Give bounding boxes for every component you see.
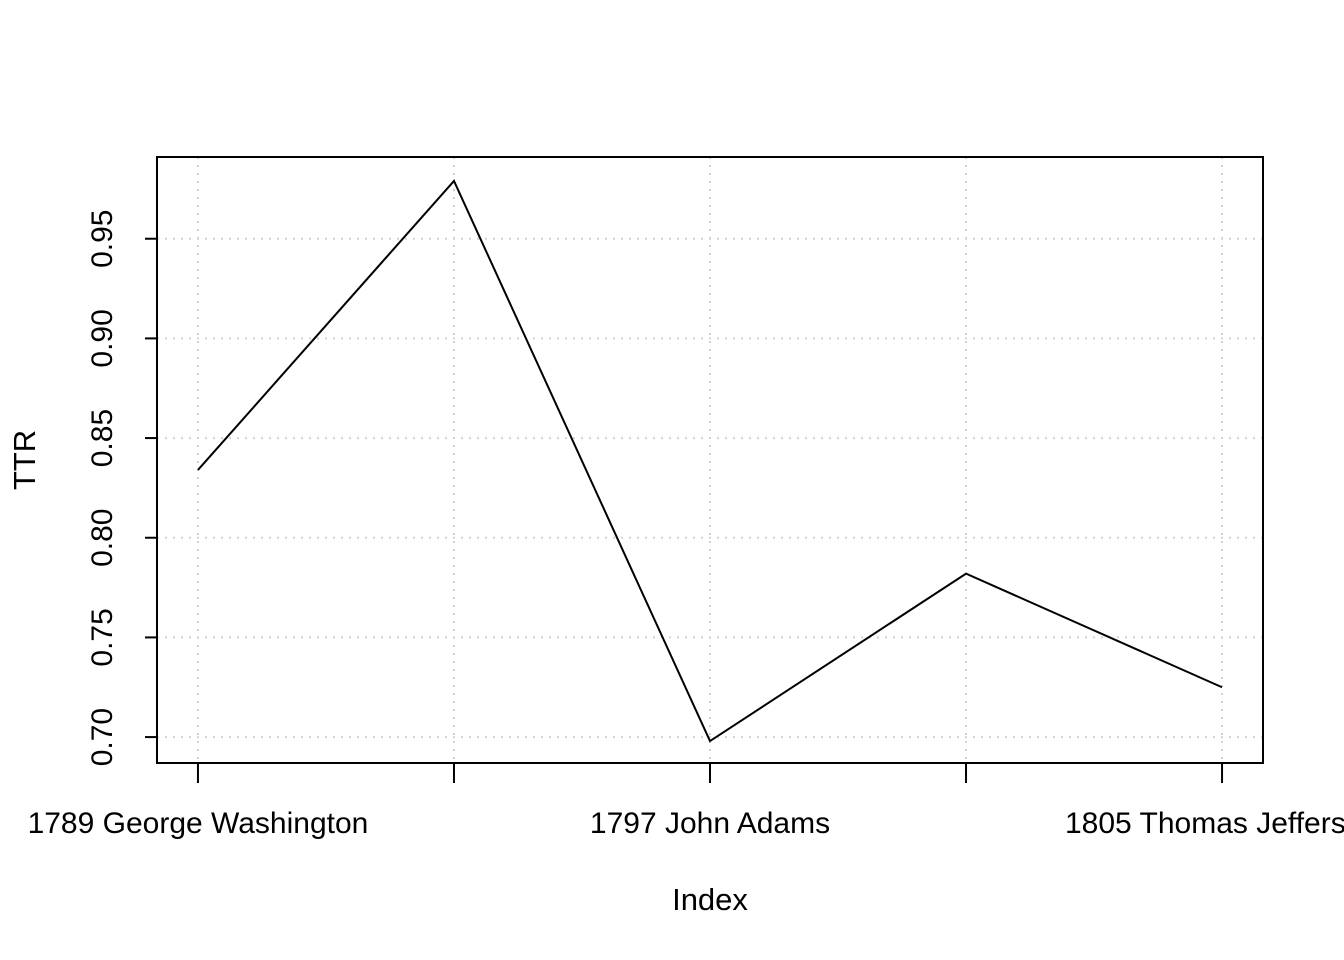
y-axis-label: TTR (7, 430, 42, 490)
x-tick-label-3: 1805 Thomas Jefferson (1065, 807, 1344, 840)
grid-layer (157, 157, 1263, 763)
y-axis: 0.70 0.75 0.80 0.85 0.90 0.95 (86, 210, 157, 766)
x-axis: 1789 George Washington 1797 John Adams 180… (28, 763, 1344, 840)
y-tick-label-5: 0.90 (86, 309, 119, 367)
y-tick-label-3: 0.80 (86, 509, 119, 567)
x-tick-label-2: 1797 John Adams (590, 807, 830, 840)
y-tick-label-1: 0.70 (86, 708, 119, 766)
y-tick-label-4: 0.85 (86, 409, 119, 467)
y-tick-label-2: 0.75 (86, 608, 119, 666)
series-line-1 (197, 179, 1223, 743)
series-layer (197, 179, 1223, 743)
x-axis-label: Index (672, 882, 748, 917)
x-tick-label-1: 1789 George Washington (28, 807, 369, 840)
y-tick-label-6: 0.95 (86, 210, 119, 268)
plot-frame (156, 156, 1264, 764)
